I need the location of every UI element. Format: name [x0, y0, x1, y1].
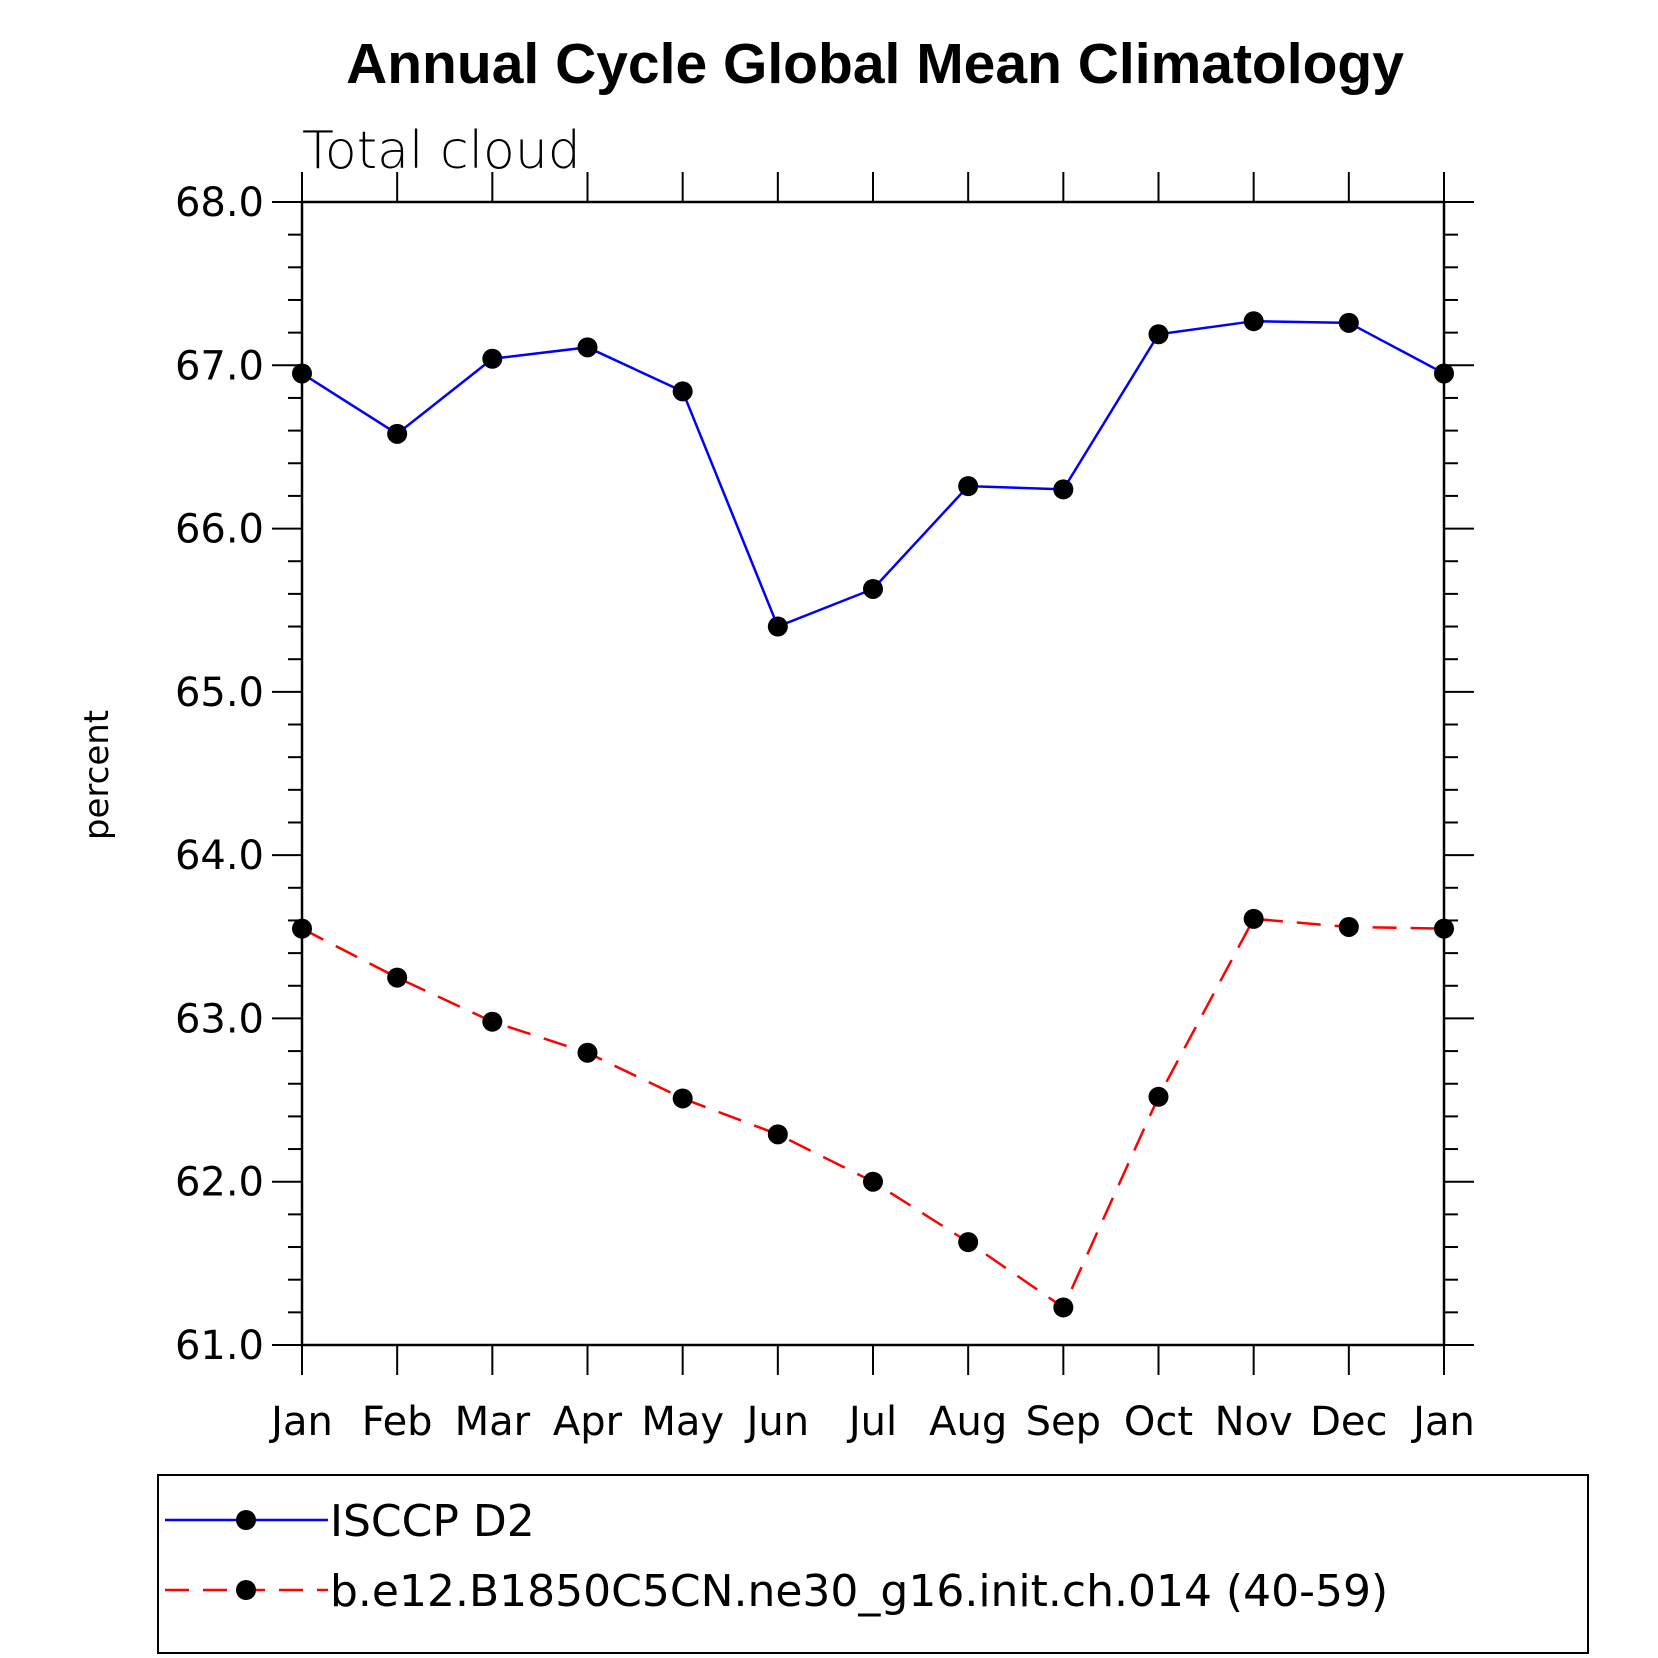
data-point-s0-4 [672, 381, 693, 402]
data-point-s1-2 [482, 1011, 503, 1032]
data-point-s1-7 [958, 1232, 979, 1253]
data-point-s0-7 [958, 476, 979, 497]
y-tick-label: 67.0 [175, 343, 264, 389]
x-tick-label: Jun [744, 1399, 810, 1445]
data-point-s1-6 [863, 1171, 883, 1192]
y-axis-label: percent [77, 710, 117, 840]
y-axis-ticks: 61.0 62.0 63.0 64.0 65.0 66.0 67.0 68.0 [175, 180, 1474, 1369]
data-point-s0-3 [577, 337, 598, 358]
legend-label-isccp: ISCCP D2 [330, 1496, 535, 1547]
x-tick-label: Feb [362, 1399, 433, 1445]
data-point-s1-5 [767, 1124, 788, 1145]
data-point-s0-1 [387, 423, 408, 444]
data-point-s0-2 [482, 348, 503, 369]
data-point-s0-11 [1338, 312, 1359, 333]
data-point-s0-6 [863, 578, 883, 599]
y-tick-label: 61.0 [175, 1323, 264, 1369]
x-tick-label: Sep [1026, 1399, 1101, 1445]
x-tick-label: Jul [846, 1399, 897, 1445]
data-point-s1-0 [292, 918, 312, 939]
data-point-s0-9 [1148, 324, 1169, 345]
legend-label-model: b.e12.B1850C5CN.ne30_g16.init.ch.014 (40… [330, 1566, 1388, 1617]
x-tick-label: Nov [1215, 1399, 1293, 1445]
y-tick-label: 65.0 [175, 670, 264, 716]
y-tick-label: 64.0 [175, 833, 264, 879]
legend-box [157, 1474, 1589, 1654]
x-tick-label: Apr [553, 1399, 623, 1445]
data-point-s0-12 [1434, 363, 1454, 384]
y-tick-label: 68.0 [175, 180, 264, 226]
x-tick-label: Jan [1410, 1399, 1475, 1445]
y-tick-label: 66.0 [175, 507, 264, 553]
x-tick-label: Aug [929, 1399, 1007, 1445]
x-axis-ticks: Jan Feb Mar Apr May Jun Jul Aug Sep Oct Nov Dec Jan [268, 172, 1475, 1445]
data-point-s1-10 [1243, 908, 1264, 929]
y-tick-label: 63.0 [175, 996, 264, 1042]
data-point-s1-4 [672, 1088, 693, 1109]
data-point-s1-8 [1053, 1297, 1074, 1318]
x-tick-label: Mar [455, 1399, 531, 1445]
legend-marker-model [236, 1580, 256, 1600]
data-point-s1-3 [577, 1042, 598, 1063]
data-point-s1-11 [1338, 916, 1359, 937]
data-point-s0-8 [1053, 479, 1074, 500]
data-point-s0-5 [767, 616, 788, 637]
chart-subtitle: Total cloud [302, 121, 581, 181]
x-tick-label: Oct [1124, 1399, 1193, 1445]
x-tick-label: May [641, 1399, 724, 1445]
data-point-s1-12 [1434, 918, 1454, 939]
x-tick-label: Dec [1310, 1399, 1387, 1445]
chart-title: Annual Cycle Global Mean Climatology [346, 32, 1404, 96]
legend: ISCCP D2 b.e12.B1850C5CN.ne30_g16.init.c… [157, 1474, 1589, 1654]
y-tick-label: 62.0 [175, 1160, 264, 1206]
data-point-s1-9 [1148, 1086, 1169, 1107]
data-point-s0-0 [292, 363, 312, 384]
data-point-s1-1 [387, 967, 408, 988]
legend-marker-isccp [236, 1510, 256, 1530]
x-tick-label: Jan [268, 1399, 333, 1445]
series-layer [292, 311, 1454, 1318]
series-line-1 [301, 917, 1445, 1310]
data-point-s0-10 [1243, 311, 1264, 332]
